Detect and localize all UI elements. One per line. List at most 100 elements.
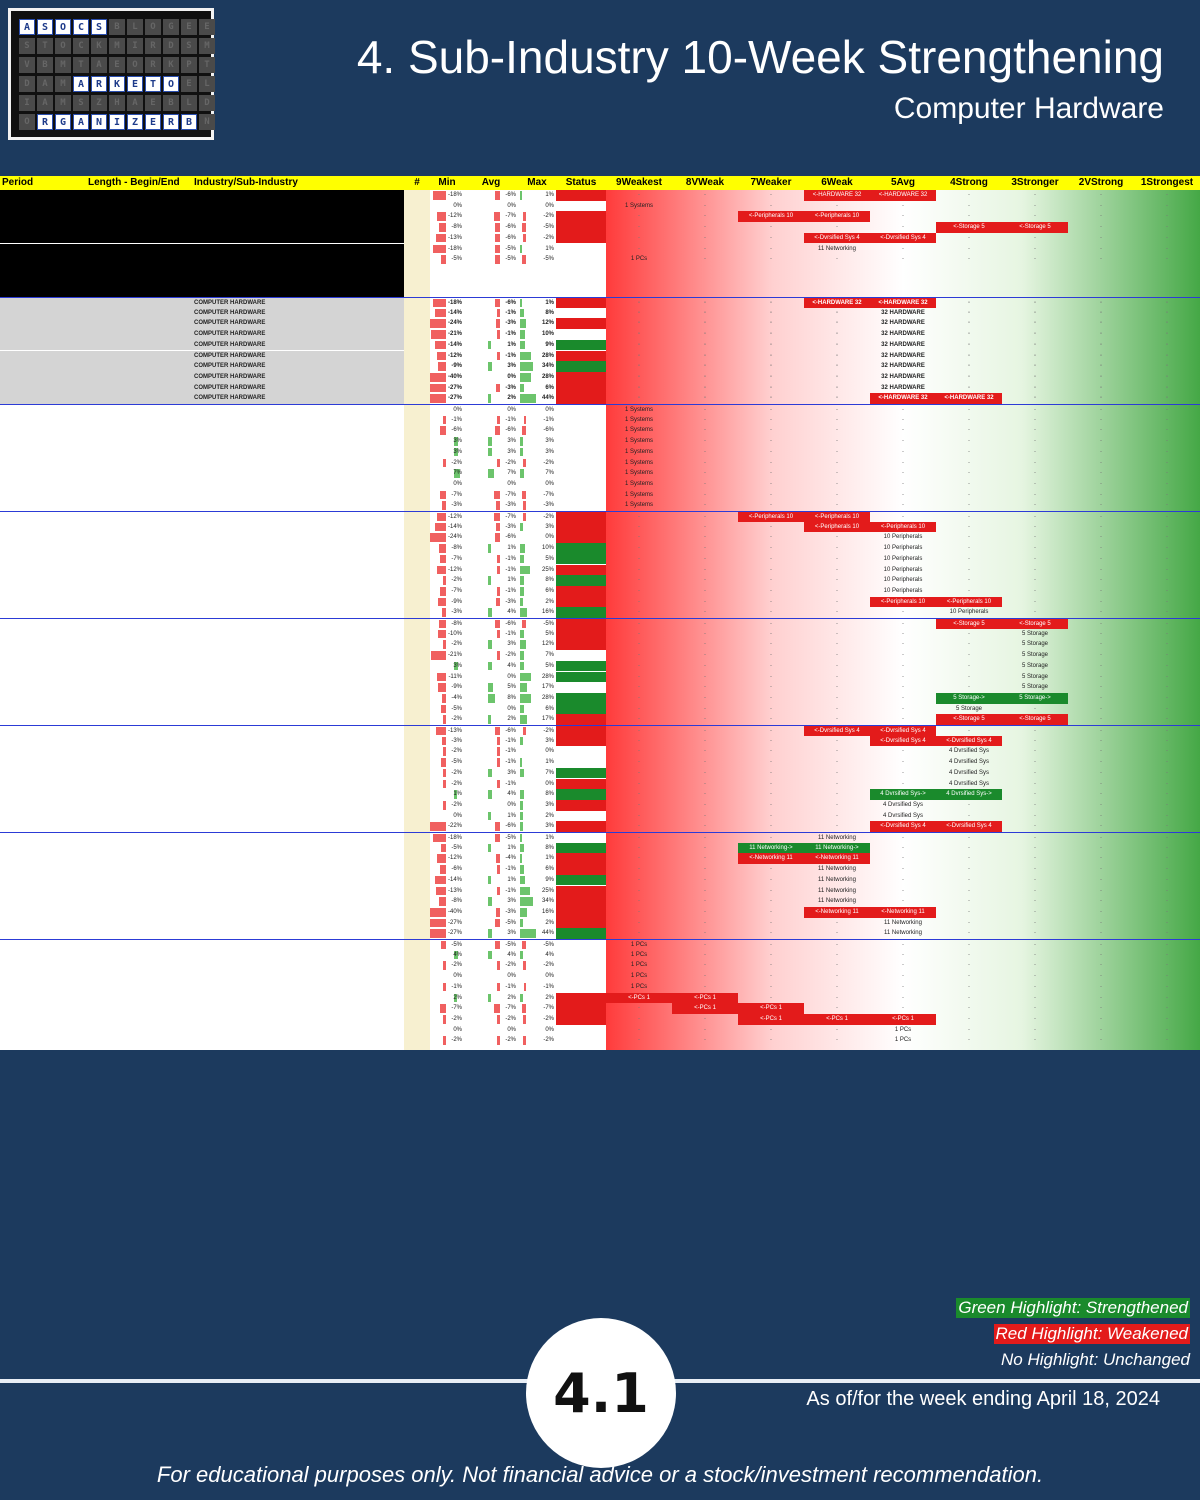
cell-bucket-7: - bbox=[770, 705, 772, 712]
cell-bucket-2: - bbox=[1100, 716, 1102, 723]
cell-industry bbox=[192, 650, 404, 661]
min-bar bbox=[438, 597, 446, 607]
cell-count bbox=[404, 1014, 430, 1025]
table-row: COMPUTER HARDWARE -27% 2% 44% - - - - <-HARDWARE… bbox=[0, 393, 1200, 404]
cell-bucket-7: - bbox=[770, 621, 772, 627]
cell-avg: -7% bbox=[464, 490, 518, 501]
max-bar bbox=[520, 886, 530, 896]
logo-tile: T bbox=[73, 57, 89, 73]
cell-bucket-8: - bbox=[704, 373, 706, 380]
min-value: -8% bbox=[451, 898, 462, 905]
max-bar bbox=[522, 941, 526, 949]
cell-bucket-8: - bbox=[704, 502, 706, 509]
cell-bucket-3: - bbox=[1034, 1037, 1036, 1044]
min-value: -2% bbox=[451, 641, 462, 648]
cell-count bbox=[404, 532, 430, 543]
avg-value: -3% bbox=[505, 523, 516, 530]
min-value: -18% bbox=[447, 192, 462, 198]
cell-bucket-9: - bbox=[638, 514, 640, 520]
cell-avg: -1% bbox=[464, 886, 518, 897]
cell-length bbox=[86, 254, 192, 265]
cell-bucket-8: - bbox=[704, 256, 706, 263]
max-value: 6% bbox=[545, 866, 554, 873]
logo-tile: R bbox=[145, 38, 161, 54]
cell-bucket-9: - bbox=[638, 716, 640, 723]
cell-bucket-2: - bbox=[1100, 373, 1102, 380]
cell-industry bbox=[192, 532, 404, 543]
cell-bucket-6: - bbox=[836, 951, 838, 958]
max-bar bbox=[523, 233, 526, 243]
max-bar bbox=[523, 1014, 526, 1024]
cell-status bbox=[556, 628, 606, 640]
avg-value: -5% bbox=[505, 835, 516, 841]
cell-avg: -5% bbox=[464, 940, 518, 950]
table-row: -2% -2% -2% - - - -1 PCs - - - - bbox=[0, 1035, 1200, 1046]
cell-bucket-3: - bbox=[1034, 728, 1036, 734]
min-bar bbox=[436, 351, 446, 361]
cell-bucket-1: - bbox=[1166, 684, 1168, 691]
cell-industry bbox=[192, 864, 404, 875]
cell-bucket-4: - bbox=[968, 652, 970, 659]
cell-period bbox=[0, 993, 86, 1004]
cell-bucket-1: - bbox=[1166, 448, 1168, 455]
cell-bucket-2: - bbox=[1100, 245, 1102, 252]
cell-bucket-7: - bbox=[770, 352, 772, 359]
avg-value: 3% bbox=[507, 438, 516, 445]
cell-status bbox=[556, 361, 606, 372]
min-bar bbox=[435, 522, 446, 532]
cell-count bbox=[404, 329, 430, 340]
max-bar bbox=[520, 629, 524, 639]
cell-bucket-4: <-Peripherals 10 bbox=[936, 596, 1002, 608]
cell-bucket-5: <-Networking 11 bbox=[870, 906, 936, 918]
cell-bucket-9: - bbox=[638, 705, 640, 712]
cell-bucket-2: - bbox=[1100, 898, 1102, 905]
cell-bucket-6: - bbox=[836, 459, 838, 466]
cell-status bbox=[556, 458, 606, 469]
cell-bucket-9: - bbox=[638, 213, 640, 220]
cell-bucket-6: 11 Networking bbox=[818, 866, 856, 873]
cell-length bbox=[86, 339, 192, 351]
cell-bucket-5: 10 Peripherals bbox=[883, 566, 923, 573]
table-row: 7% 7% 7% 1 Systems - - - - - - - - bbox=[0, 468, 1200, 479]
min-bar bbox=[439, 544, 446, 553]
cell-bucket-8: - bbox=[704, 801, 706, 808]
table-row: 0% 0% 0% 1 Systems - - - - - - - - bbox=[0, 479, 1200, 490]
cell-avg: -7% bbox=[464, 512, 518, 522]
avg-value: -1% bbox=[505, 555, 516, 562]
cell-bucket-3: 5 Storage bbox=[1021, 673, 1049, 680]
cell-bucket-8: - bbox=[704, 491, 706, 498]
avg-value: 1% bbox=[507, 545, 516, 552]
cell-bucket-5: 32 HARDWARE bbox=[881, 373, 925, 380]
cell-bucket-4: - bbox=[968, 491, 970, 498]
cell-avg: -1% bbox=[464, 982, 518, 993]
logo-tile: C bbox=[73, 38, 89, 54]
table-row: COMPUTER HARDWARE -40% 0% 28% - - - -32 HARDWAR… bbox=[0, 371, 1200, 383]
cell-min: -12% bbox=[430, 565, 464, 576]
table-row: -5% -5% -5% 1 PCs - - - - - - - - bbox=[0, 939, 1200, 950]
cell-bucket-4: - bbox=[968, 566, 970, 573]
cell-bucket-4: - bbox=[968, 320, 970, 327]
min-bar bbox=[432, 299, 446, 307]
min-bar bbox=[430, 822, 446, 831]
cell-bucket-8: - bbox=[704, 759, 706, 766]
cell-bucket-8: - bbox=[704, 908, 706, 915]
cell-length bbox=[86, 425, 192, 436]
cell-min: -18% bbox=[430, 298, 464, 308]
cell-bucket-5: - bbox=[902, 855, 904, 862]
min-value: -2% bbox=[451, 801, 462, 808]
cell-avg: 0% bbox=[464, 405, 518, 415]
logo-tile: A bbox=[37, 95, 53, 111]
cell-bucket-2: - bbox=[1100, 652, 1102, 659]
min-value: -2% bbox=[451, 459, 462, 466]
cell-length bbox=[86, 864, 192, 875]
max-bar bbox=[520, 661, 524, 671]
cell-bucket-5: - bbox=[902, 652, 904, 659]
cell-bucket-9: - bbox=[638, 1015, 640, 1022]
table-row bbox=[0, 275, 1200, 287]
cell-industry bbox=[192, 896, 404, 907]
cell-bucket-5: - bbox=[902, 887, 904, 894]
min-bar bbox=[437, 672, 446, 682]
table-row: 0% 0% 0% 1 PCs - - - - - - - - bbox=[0, 971, 1200, 982]
cell-bucket-6: - bbox=[836, 694, 838, 701]
table-row: -2% -2% -2% 1 Systems - - - - - - - - bbox=[0, 458, 1200, 469]
